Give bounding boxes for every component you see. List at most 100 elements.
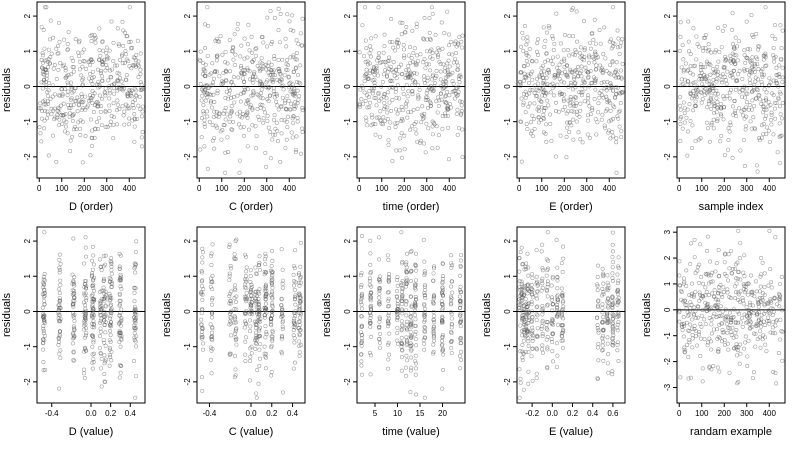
scatter-point xyxy=(254,289,259,294)
scatter-point xyxy=(232,32,237,37)
scatter-point xyxy=(777,298,782,303)
scatter-point xyxy=(413,337,418,342)
scatter-point xyxy=(89,271,94,276)
scatter-point xyxy=(258,342,263,347)
scatter-point xyxy=(756,77,761,82)
scatter-point xyxy=(361,101,366,106)
scatter-point xyxy=(731,307,736,312)
scatter-point xyxy=(45,93,50,98)
point-group xyxy=(40,230,139,400)
scatter-point xyxy=(716,297,721,302)
scatter-point xyxy=(96,116,101,121)
scatter-point xyxy=(117,264,122,269)
scatter-point xyxy=(431,325,436,330)
scatter-point xyxy=(83,316,88,321)
scatter-point xyxy=(699,275,704,280)
scatter-point xyxy=(386,342,391,347)
scatter-point xyxy=(414,392,419,397)
scatter-point xyxy=(283,98,288,103)
scatter-point xyxy=(68,138,73,143)
scatter-point xyxy=(42,282,47,287)
scatter-point xyxy=(586,118,591,123)
scatter-point xyxy=(530,113,535,118)
scatter-point xyxy=(460,33,465,38)
scatter-point xyxy=(254,338,259,343)
y-tick-label: -1 xyxy=(663,332,672,340)
scatter-point xyxy=(71,304,76,309)
scatter-point xyxy=(555,312,560,317)
scatter-point xyxy=(51,66,56,71)
scatter-point xyxy=(597,95,602,100)
scatter-point xyxy=(723,57,728,62)
scatter-point xyxy=(424,95,429,100)
scatter-point xyxy=(526,72,531,77)
scatter-point xyxy=(530,336,535,341)
scatter-point xyxy=(772,309,777,314)
scatter-point xyxy=(223,49,228,54)
scatter-point xyxy=(691,294,696,299)
scatter-point xyxy=(214,114,219,119)
scatter-point xyxy=(269,281,274,286)
scatter-point xyxy=(133,307,138,312)
scatter-point xyxy=(134,239,139,244)
scatter-point xyxy=(458,284,463,289)
scatter-point xyxy=(590,55,595,60)
scatter-point xyxy=(768,103,773,108)
scatter-point xyxy=(49,51,54,56)
scatter-point xyxy=(551,331,556,336)
scatter-point xyxy=(445,74,450,79)
scatter-point xyxy=(369,284,374,289)
scatter-point xyxy=(606,300,611,305)
scatter-point xyxy=(679,290,684,295)
scatter-point xyxy=(702,93,707,98)
scatter-point xyxy=(615,302,620,307)
scatter-point xyxy=(293,56,298,61)
scatter-point xyxy=(68,149,73,154)
scatter-point xyxy=(778,294,783,299)
scatter-point xyxy=(575,112,580,117)
scatter-point xyxy=(262,313,267,318)
scatter-point xyxy=(715,349,720,354)
scatter-point xyxy=(538,118,543,123)
scatter-point xyxy=(99,123,104,128)
scatter-point xyxy=(297,319,302,324)
scatter-point xyxy=(734,79,739,84)
scatter-point xyxy=(133,270,138,275)
scatter-point xyxy=(117,43,122,48)
scatter-point xyxy=(108,297,113,302)
scatter-point xyxy=(244,265,249,270)
scatter-point xyxy=(571,117,576,122)
scatter-point xyxy=(282,118,287,123)
scatter-point xyxy=(254,305,259,310)
scatter-point xyxy=(716,248,721,253)
scatter-point xyxy=(459,357,464,362)
scatter-point xyxy=(92,36,97,41)
scatter-point xyxy=(536,105,541,110)
scatter-point xyxy=(711,117,716,122)
scatter-point xyxy=(118,344,123,349)
scatter-point xyxy=(589,31,594,36)
scatter-point xyxy=(234,326,239,331)
scatter-point xyxy=(608,81,613,86)
scatter-point xyxy=(140,109,145,114)
scatter-point xyxy=(368,306,373,311)
scatter-point xyxy=(772,59,777,64)
scatter-point xyxy=(694,92,699,97)
scatter-point xyxy=(542,90,547,95)
scatter-point xyxy=(129,66,134,71)
y-tick-label: 1 xyxy=(183,274,192,279)
scatter-point xyxy=(725,325,730,330)
scatter-point xyxy=(64,74,69,79)
scatter-point xyxy=(100,62,105,67)
scatter-point xyxy=(730,104,735,109)
scatter-point xyxy=(248,312,253,317)
scatter-point xyxy=(279,333,284,338)
scatter-point xyxy=(545,282,550,287)
scatter-point xyxy=(359,341,364,346)
scatter-point xyxy=(233,52,238,57)
scatter-point xyxy=(90,273,95,278)
y-axis-title: residuals xyxy=(641,292,653,337)
scatter-point xyxy=(383,68,388,73)
scatter-point xyxy=(543,90,548,95)
